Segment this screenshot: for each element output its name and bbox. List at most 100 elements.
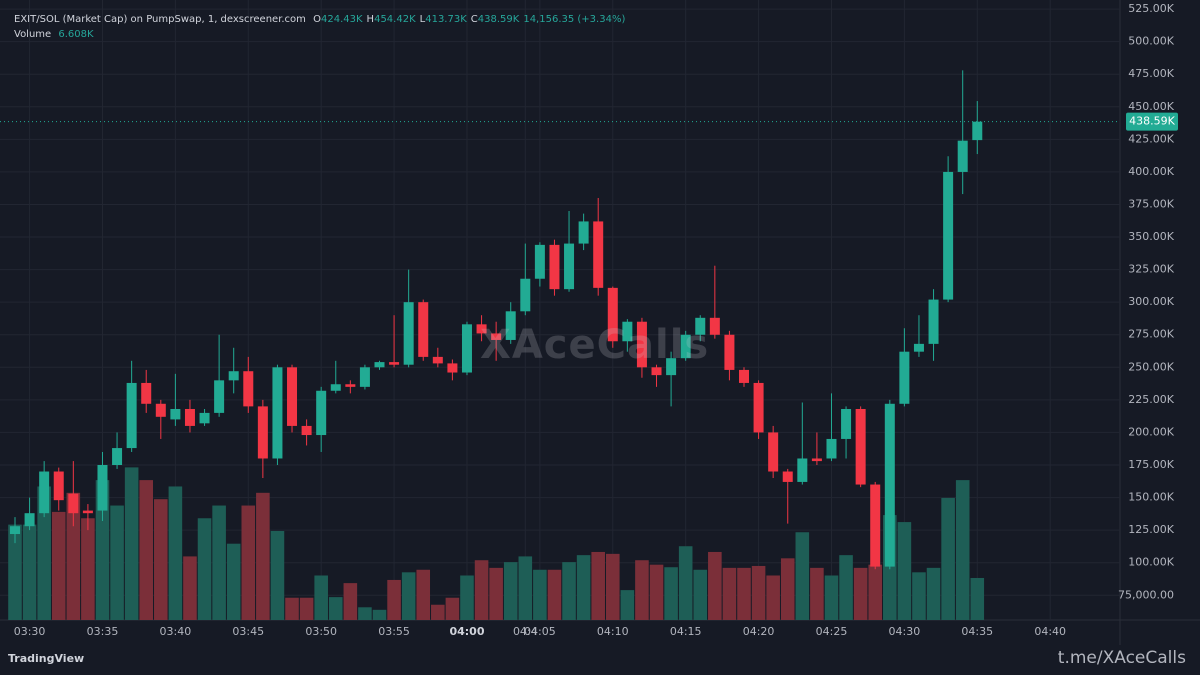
volume-bar	[226, 543, 241, 620]
x-tick-label: 04:40	[1034, 625, 1066, 638]
candle-body	[578, 221, 589, 244]
y-tick-label: 275.00K	[1128, 328, 1174, 341]
x-tick-label: 03:30	[14, 625, 46, 638]
ohlc-value: 438.59K	[477, 14, 520, 25]
candle-body	[972, 121, 983, 141]
candle-body	[520, 278, 531, 312]
x-tick-label: 04:00	[449, 625, 484, 638]
volume-bar	[37, 486, 51, 620]
candle-body	[957, 140, 968, 172]
volume-bar	[839, 555, 853, 620]
ohlc-key: O	[313, 14, 321, 25]
symbol: EXIT/SOL (Market Cap) on PumpSwap, 1, de…	[14, 14, 306, 25]
candle-body	[155, 403, 166, 417]
volume-bar	[620, 590, 635, 620]
change: 14,156.35 (+3.34%)	[523, 14, 626, 25]
volume-bar	[416, 569, 431, 620]
candle-body	[403, 302, 414, 365]
volume-bar	[795, 532, 810, 620]
volume-bar	[328, 597, 343, 620]
ohlc-value: 413.73K	[425, 14, 467, 25]
y-tick-label: 250.00K	[1128, 360, 1174, 373]
candle-body	[855, 408, 866, 485]
y-tick-label: 425.00K	[1128, 132, 1174, 145]
volume-bar	[897, 522, 912, 620]
volume-bar	[358, 607, 372, 620]
candle-body	[112, 448, 123, 465]
volume-bar	[95, 480, 110, 620]
x-tick-label: 03:35	[87, 625, 119, 638]
y-tick-label: 400.00K	[1128, 165, 1174, 178]
watermark: XAceCalls	[480, 322, 710, 368]
candle-body	[826, 438, 837, 459]
volume-bar	[285, 597, 299, 620]
candle-body	[214, 380, 225, 413]
y-tick-label: 100.00K	[1128, 556, 1174, 569]
candle-body	[695, 317, 706, 335]
candle-body	[651, 367, 662, 376]
candle-body	[928, 299, 939, 344]
y-tick-label: 150.00K	[1128, 491, 1174, 504]
candle-body	[709, 317, 720, 335]
volume-bar	[970, 577, 985, 620]
volume-bar	[941, 497, 955, 620]
candle-body	[607, 287, 618, 342]
y-tick-label: 475.00K	[1128, 67, 1174, 80]
x-tick-label: 04:10	[597, 625, 629, 638]
volume-bar	[926, 567, 941, 620]
candle-body	[184, 408, 195, 426]
candle-body	[622, 321, 633, 342]
volume-bar	[591, 551, 605, 620]
volume-value: 6.608K	[58, 29, 94, 40]
candle-body	[359, 367, 370, 387]
volume-bar	[751, 565, 766, 620]
volume-bar	[445, 597, 460, 620]
price-tag	[1126, 112, 1178, 131]
candle-body	[24, 513, 35, 527]
candle-body	[461, 324, 472, 373]
candle-body	[782, 471, 793, 482]
candle-body	[82, 510, 93, 514]
ohlc-key: C	[470, 14, 478, 25]
candle-body	[913, 343, 924, 352]
y-tick-label: 300.00K	[1128, 295, 1174, 308]
volume-bar	[489, 567, 503, 620]
y-tick-label: 225.00K	[1128, 393, 1174, 406]
candle-body	[768, 432, 779, 472]
volume-bar	[810, 567, 824, 620]
y-tick-label: 350.00K	[1128, 230, 1174, 243]
x-tick-label: 03:55	[378, 625, 410, 638]
volume-bar	[431, 604, 445, 620]
candle-body	[316, 390, 327, 436]
volume-bar	[562, 562, 576, 620]
candle-body	[841, 408, 852, 439]
volume-bar	[81, 518, 95, 620]
candle-body	[797, 458, 808, 482]
candle-body	[141, 382, 152, 404]
volume-bar	[256, 492, 270, 620]
candle-body	[330, 384, 341, 391]
volume-bar	[51, 511, 66, 620]
candle-body	[753, 382, 764, 433]
candle-body	[272, 367, 283, 459]
candle-body	[432, 356, 443, 364]
volume-bar	[693, 569, 708, 620]
volume-bar	[372, 609, 387, 620]
y-tick-label: 375.00K	[1128, 197, 1174, 210]
volume-bar	[299, 597, 314, 620]
volume-bar	[605, 553, 620, 620]
volume-bar	[722, 567, 737, 620]
candle-body	[943, 171, 954, 300]
volume-bar	[387, 579, 401, 620]
candle-body	[636, 321, 647, 368]
x-tick-label: 03:45	[232, 625, 264, 638]
y-tick-label: 450.00K	[1128, 100, 1174, 113]
x-tick-label: 04:4	[513, 625, 538, 638]
volume-bar	[678, 546, 693, 620]
candle-body	[724, 334, 735, 370]
volume-bar	[737, 567, 751, 620]
volume-bar	[708, 551, 722, 620]
volume-bar	[474, 560, 489, 620]
